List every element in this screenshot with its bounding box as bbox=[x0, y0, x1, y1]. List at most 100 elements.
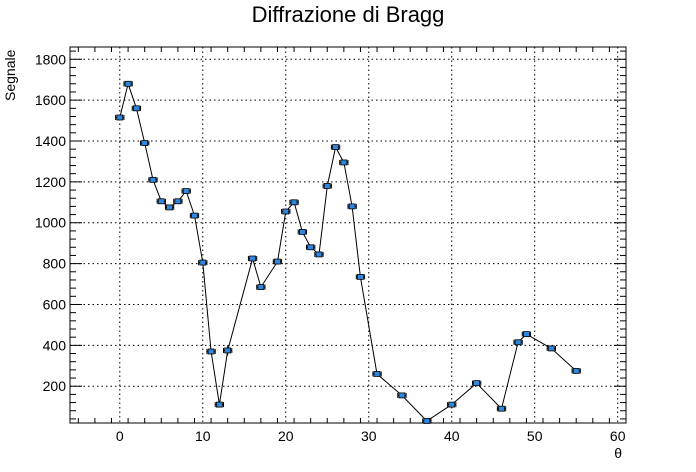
point-marker-31 bbox=[473, 380, 481, 387]
y-tick-label-1000: 1000 bbox=[35, 215, 66, 231]
grid bbox=[70, 47, 626, 423]
point-marker-0 bbox=[116, 114, 124, 121]
data-point-3 bbox=[140, 140, 150, 146]
point-marker-30 bbox=[448, 401, 456, 408]
y-tick-label-800: 800 bbox=[43, 256, 67, 272]
data-point-12 bbox=[214, 401, 225, 408]
data-point-33 bbox=[513, 339, 523, 346]
data-point-32 bbox=[496, 405, 507, 412]
point-marker-32 bbox=[498, 405, 505, 412]
data-point-14 bbox=[247, 255, 258, 262]
tick-labels: 0 10 20 30 40 50 60 200 400 600 800 1000 1200 1400 160… bbox=[35, 51, 626, 444]
point-marker-12 bbox=[215, 401, 223, 408]
data-point-10 bbox=[198, 259, 208, 266]
point-marker-20 bbox=[307, 244, 315, 251]
data-point-19 bbox=[297, 229, 308, 235]
data-point-28 bbox=[397, 392, 407, 399]
data-point-21 bbox=[314, 251, 324, 258]
point-marker-28 bbox=[398, 392, 406, 399]
data-point-31 bbox=[471, 380, 482, 387]
point-marker-33 bbox=[514, 339, 522, 346]
data-point-27 bbox=[372, 371, 382, 377]
data-point-26 bbox=[355, 273, 366, 280]
point-marker-17 bbox=[282, 208, 290, 215]
point-marker-10 bbox=[199, 259, 207, 266]
y-tick-label-1800: 1800 bbox=[35, 51, 66, 67]
data-point-2 bbox=[131, 105, 142, 112]
point-marker-34 bbox=[523, 331, 530, 338]
point-marker-23 bbox=[332, 144, 339, 151]
data-point-0 bbox=[115, 114, 125, 121]
data-series bbox=[115, 80, 581, 424]
point-marker-11 bbox=[207, 348, 215, 355]
data-point-15 bbox=[256, 284, 266, 291]
point-marker-2 bbox=[132, 105, 140, 112]
point-marker-8 bbox=[182, 188, 190, 194]
y-axis-label: Segnale bbox=[2, 49, 18, 101]
point-marker-16 bbox=[274, 258, 281, 265]
data-point-1 bbox=[123, 80, 133, 87]
x-tick-label-20: 20 bbox=[278, 428, 294, 444]
x-tick-label-60: 60 bbox=[610, 428, 626, 444]
point-marker-4 bbox=[149, 176, 157, 183]
point-marker-36 bbox=[572, 367, 580, 374]
data-point-29 bbox=[422, 418, 432, 424]
data-point-13 bbox=[223, 345, 233, 356]
data-point-8 bbox=[181, 188, 191, 194]
y-tick-label-400: 400 bbox=[43, 337, 67, 353]
x-tick-label-0: 0 bbox=[116, 428, 124, 444]
point-marker-35 bbox=[547, 345, 555, 352]
point-marker-15 bbox=[257, 284, 265, 291]
y-tick-label-1400: 1400 bbox=[35, 133, 66, 149]
data-point-34 bbox=[521, 331, 532, 338]
data-point-35 bbox=[546, 345, 556, 352]
y-tick-label-600: 600 bbox=[43, 296, 67, 312]
point-marker-18 bbox=[290, 199, 298, 206]
x-tick-label-10: 10 bbox=[195, 428, 211, 444]
data-point-16 bbox=[272, 258, 283, 265]
x-tick-label-30: 30 bbox=[361, 428, 377, 444]
data-point-18 bbox=[289, 199, 299, 206]
point-marker-7 bbox=[174, 198, 182, 205]
chart-title: Diffrazione di Bragg bbox=[252, 2, 445, 27]
point-marker-24 bbox=[340, 159, 348, 166]
point-marker-21 bbox=[315, 251, 323, 258]
series-line-0 bbox=[119, 82, 577, 422]
data-point-30 bbox=[447, 401, 457, 408]
point-marker-5 bbox=[157, 198, 165, 205]
x-axis-label: θ bbox=[614, 445, 622, 461]
axis-ticks bbox=[70, 47, 626, 423]
data-point-7 bbox=[173, 198, 183, 205]
point-marker-14 bbox=[249, 255, 256, 262]
data-point-23 bbox=[330, 144, 341, 151]
data-point-4 bbox=[148, 176, 158, 183]
x-tick-label-50: 50 bbox=[527, 428, 543, 444]
data-point-17 bbox=[281, 208, 291, 215]
point-marker-1 bbox=[124, 80, 132, 87]
point-marker-19 bbox=[298, 229, 306, 235]
point-marker-29 bbox=[423, 418, 431, 424]
x-tick-label-40: 40 bbox=[444, 428, 460, 444]
point-marker-13 bbox=[224, 347, 232, 354]
y-tick-label-200: 200 bbox=[43, 378, 67, 394]
data-point-36 bbox=[571, 367, 581, 374]
point-marker-25 bbox=[348, 203, 356, 210]
data-point-6 bbox=[164, 204, 175, 211]
data-point-22 bbox=[322, 183, 332, 189]
data-point-11 bbox=[206, 348, 216, 355]
point-marker-27 bbox=[373, 371, 381, 377]
data-point-9 bbox=[189, 212, 200, 219]
point-marker-26 bbox=[357, 273, 364, 280]
data-point-5 bbox=[156, 198, 166, 205]
plot-frame bbox=[69, 46, 627, 424]
data-point-20 bbox=[306, 244, 316, 251]
y-tick-label-1200: 1200 bbox=[35, 174, 66, 190]
data-point-25 bbox=[347, 203, 357, 210]
point-marker-9 bbox=[191, 212, 198, 219]
data-point-24 bbox=[339, 159, 349, 166]
point-marker-3 bbox=[141, 140, 149, 146]
point-marker-22 bbox=[323, 183, 331, 189]
point-marker-6 bbox=[166, 204, 173, 211]
y-tick-label-1600: 1600 bbox=[35, 92, 66, 108]
